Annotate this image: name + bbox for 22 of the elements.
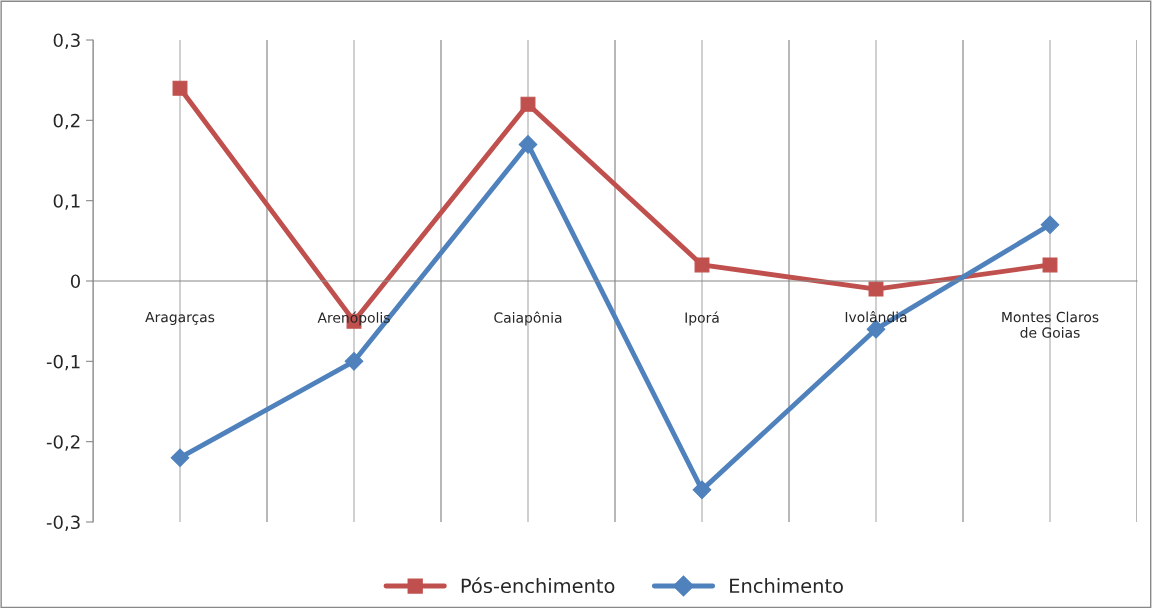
point bbox=[520, 96, 536, 112]
legend-label: Enchimento bbox=[730, 578, 843, 594]
x-tick-label: Caiapônia bbox=[494, 311, 562, 326]
y-tick-label: -0,3 bbox=[46, 515, 80, 531]
y-tick-label: 0,1 bbox=[53, 194, 80, 210]
y-tick-label: 0,2 bbox=[53, 113, 80, 130]
point bbox=[344, 351, 364, 371]
y-tick-label: 0 bbox=[70, 274, 80, 289]
legend-label: Pós-enchimento bbox=[461, 577, 615, 594]
x-tick-label: Montes Claros de Goias bbox=[1002, 311, 1099, 338]
point bbox=[1042, 257, 1058, 273]
x-tick-label: Aragarças bbox=[145, 311, 215, 325]
x-tick-label: Iporá bbox=[685, 311, 719, 326]
y-tick-label: 0,3 bbox=[53, 33, 80, 49]
point bbox=[170, 448, 190, 468]
point bbox=[1040, 215, 1060, 235]
point bbox=[694, 257, 710, 273]
y-tick-label: -0,1 bbox=[46, 354, 80, 371]
y-tick-label: -0,2 bbox=[46, 435, 80, 451]
point bbox=[518, 135, 538, 154]
point bbox=[692, 480, 712, 500]
point bbox=[172, 80, 188, 96]
